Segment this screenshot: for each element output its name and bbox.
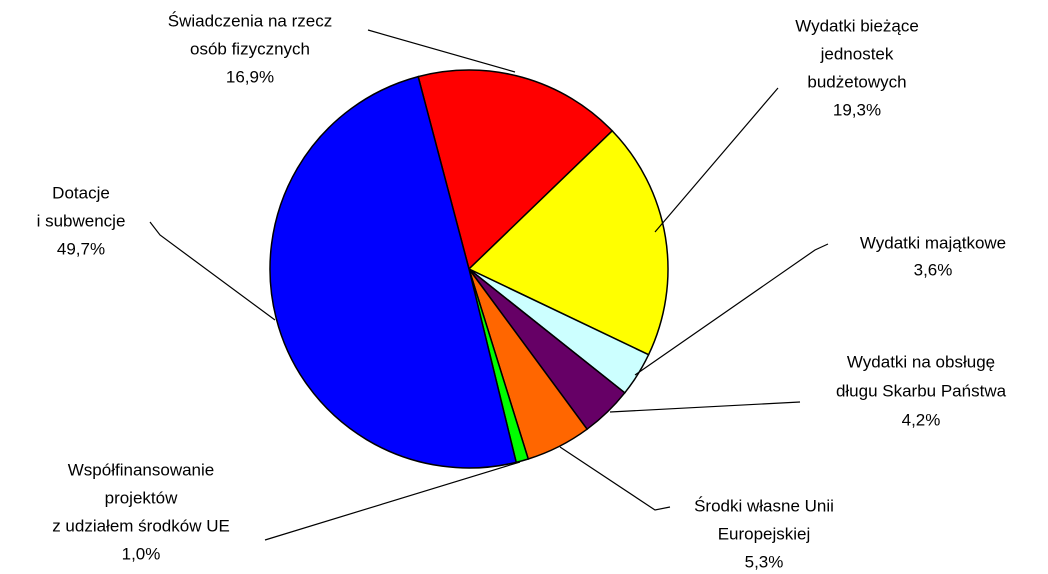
slice-label: Środki własne Unii bbox=[694, 496, 834, 515]
leader-line bbox=[264, 461, 521, 541]
slice-label: Wydatki na obsługę bbox=[847, 352, 995, 371]
leader-line bbox=[634, 243, 829, 376]
slice-label: z udziałem środków UE bbox=[52, 516, 230, 535]
leader-line bbox=[559, 446, 671, 511]
pie-slice bbox=[417, 69, 614, 271]
value-label: 16,9% bbox=[226, 67, 274, 86]
slice-label: i subwencje bbox=[37, 211, 126, 230]
leader-line bbox=[149, 221, 276, 321]
value-label: 19,3% bbox=[833, 100, 881, 119]
slice-label: Europejskiej bbox=[718, 524, 811, 543]
slice-label: Dotacje bbox=[52, 183, 110, 202]
slice-label: osób fizycznych bbox=[190, 39, 310, 58]
value-label: 3,6% bbox=[914, 260, 953, 279]
slice-label: długu Skarbu Państwa bbox=[836, 381, 1007, 400]
value-label: 49,7% bbox=[57, 239, 105, 258]
pie-slice bbox=[467, 129, 669, 356]
value-label: 1,0% bbox=[122, 544, 161, 563]
slice-label: Wydatki majątkowe bbox=[860, 233, 1006, 252]
leader-line bbox=[609, 401, 801, 413]
value-label: 5,3% bbox=[745, 552, 784, 571]
value-label: 4,2% bbox=[902, 410, 941, 429]
slice-label: Współfinansowanie bbox=[68, 460, 214, 479]
pie-slice bbox=[269, 75, 518, 469]
slice-label: projektów bbox=[105, 488, 178, 507]
leader-line bbox=[654, 87, 779, 233]
slice-label: Świadczenia na rzecz bbox=[168, 11, 332, 30]
leader-line bbox=[367, 29, 516, 73]
slice-label: budżetowych bbox=[807, 72, 906, 91]
slice-label: jednostek bbox=[820, 44, 894, 63]
slice-label: Wydatki bieżące bbox=[795, 16, 919, 35]
